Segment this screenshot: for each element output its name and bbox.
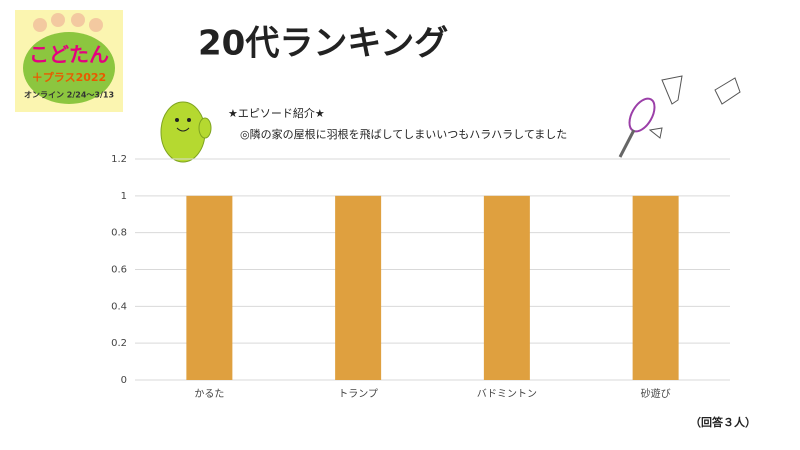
bar: [483, 195, 530, 380]
x-tick-label: トランプ: [338, 388, 378, 400]
bar: [186, 195, 233, 380]
bar: [632, 195, 679, 380]
y-tick-label: 0.2: [111, 338, 127, 349]
logo-name: こどたん: [29, 43, 109, 67]
mascot: [160, 101, 212, 163]
logo: こどたん ＋プラス2022 オンライン 2/24～3/13: [15, 10, 123, 112]
logo-sub: ＋プラス2022: [32, 70, 106, 84]
episode-text: ◎隣の家の屋根に羽根を飛ばしてしまいいつもハラハラしてました: [240, 127, 567, 141]
episode-heading: ★エピソード紹介★: [228, 107, 325, 120]
y-tick-label: 0.8: [111, 228, 127, 239]
logo-dates: オンライン 2/24～3/13: [24, 91, 114, 100]
y-tick-label: 1.2: [111, 154, 127, 165]
y-tick-label: 1: [121, 191, 127, 202]
x-tick-label: かるた: [194, 388, 224, 400]
bar: [335, 195, 382, 380]
y-tick-label: 0.4: [111, 301, 127, 312]
plot-area: 0 0.2 0.4 0.6 0.8 1 1.2 かるた トランプ バドミントン 砂遊び: [111, 154, 730, 400]
title: 20代ランキング: [198, 24, 448, 64]
note: （回答３人）: [690, 415, 756, 429]
badminton-illustration: [618, 75, 741, 158]
y-tick-label: 0: [121, 375, 127, 386]
x-tick-label: バドミントン: [477, 388, 537, 400]
y-tick-label: 0.6: [111, 265, 127, 276]
x-tick-label: 砂遊び: [641, 387, 671, 400]
